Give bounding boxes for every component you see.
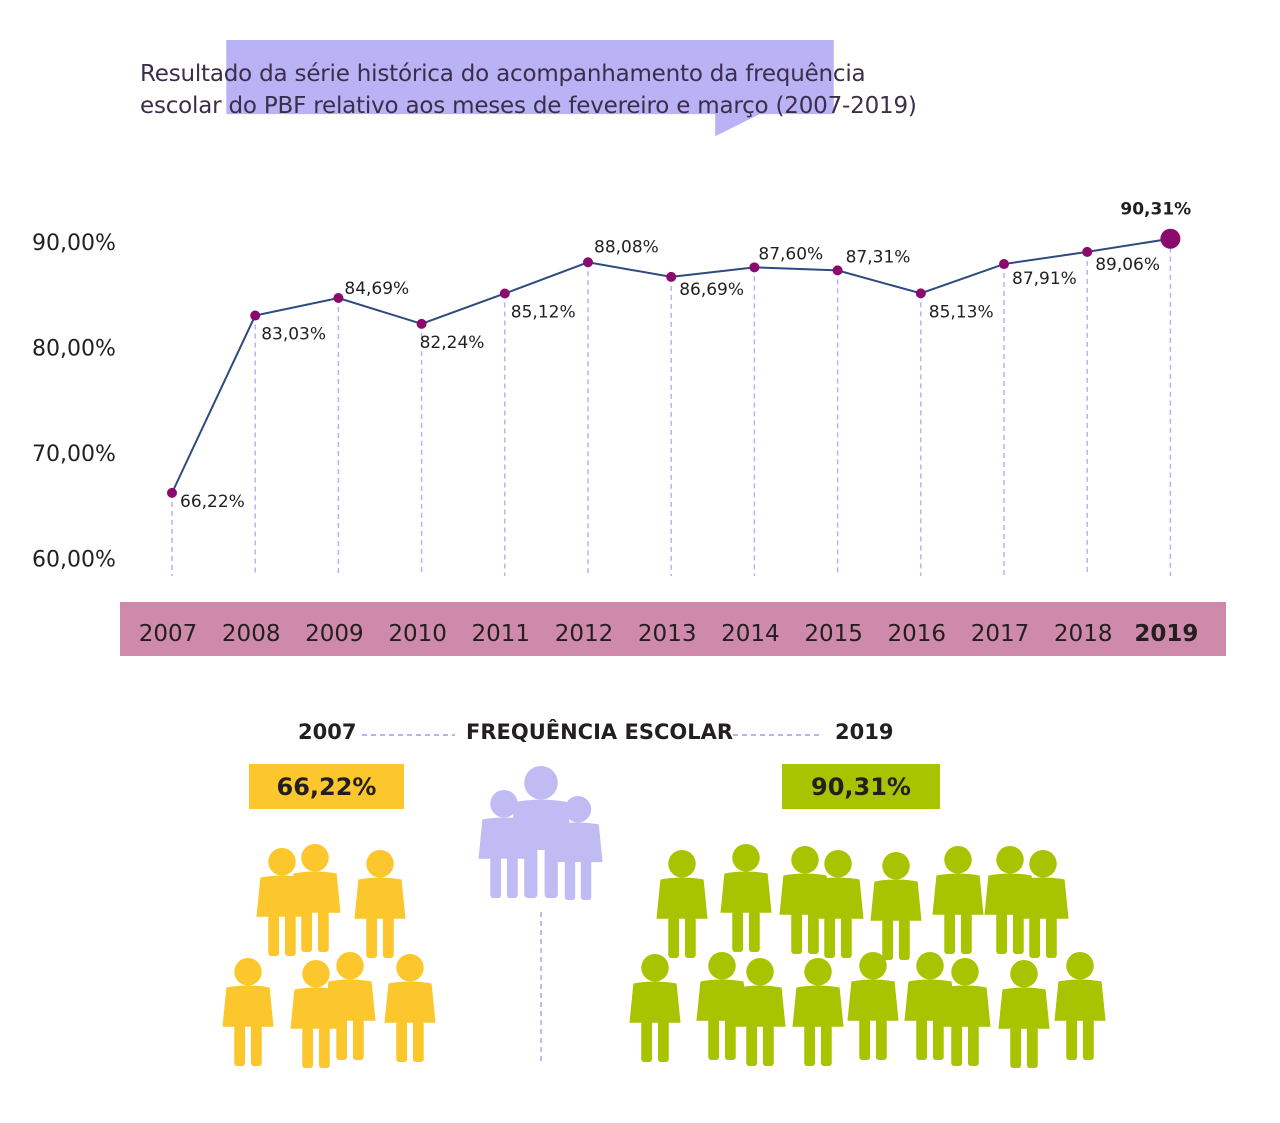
data-point-2019 bbox=[1160, 228, 1181, 249]
x-tick-label-2011: 2011 bbox=[472, 621, 531, 647]
person-icon-2007-2 bbox=[289, 844, 341, 952]
x-tick-label-2019: 2019 bbox=[1134, 621, 1198, 647]
chart-title: Resultado da série histórica do acompanh… bbox=[140, 61, 917, 119]
person-icon-2019-17 bbox=[1054, 952, 1106, 1060]
year-axis-bar bbox=[120, 602, 1226, 656]
label-frequencia-escolar: FREQUÊNCIA ESCOLAR bbox=[466, 720, 734, 744]
person-icon-2019-2 bbox=[720, 844, 772, 952]
person-icon-2019-1 bbox=[656, 850, 708, 958]
value-badge-2007: 66,22% bbox=[249, 764, 404, 809]
data-label-2019: 90,31% bbox=[1120, 200, 1191, 220]
data-label-2016: 85,13% bbox=[929, 302, 994, 322]
person-icon-2007-3 bbox=[354, 850, 406, 958]
line-chart: 90,00% 80,00% 70,00% 60,00% 66,22% 83,03% 84,6… bbox=[32, 200, 1191, 576]
label-2019: 2019 bbox=[835, 720, 894, 744]
person-icon-family-3 bbox=[553, 796, 603, 900]
person-icon-2019-8 bbox=[1017, 850, 1069, 958]
x-tick-label-2017: 2017 bbox=[971, 621, 1030, 647]
x-tick-label-2014: 2014 bbox=[721, 621, 780, 647]
x-tick-label-2018: 2018 bbox=[1054, 621, 1113, 647]
title-bubble bbox=[226, 40, 834, 137]
data-point-2017 bbox=[999, 259, 1009, 270]
x-tick-label-2009: 2009 bbox=[305, 621, 364, 647]
data-point-2007 bbox=[167, 487, 177, 498]
data-point-2008 bbox=[250, 310, 261, 321]
data-label-2018: 89,06% bbox=[1095, 255, 1160, 275]
person-icon-2019-6 bbox=[932, 846, 984, 954]
person-icon-2019-13 bbox=[847, 952, 899, 1060]
person-icon-2019-5 bbox=[870, 852, 922, 960]
year-axis-labels: 2007 2008 2009 2010 2011 2012 2013 2014 2015 2016… bbox=[139, 621, 1199, 647]
y-tick-label: 70,00% bbox=[32, 442, 116, 467]
y-tick-label: 80,00% bbox=[32, 337, 116, 362]
data-label-2012: 88,08% bbox=[594, 237, 659, 257]
data-label-2015: 87,31% bbox=[846, 247, 911, 267]
person-icon-2007-4 bbox=[222, 958, 274, 1066]
person-icon-2019-9 bbox=[629, 954, 681, 1062]
data-point-2011 bbox=[499, 288, 510, 299]
x-tick-label-2010: 2010 bbox=[388, 621, 447, 647]
data-point-2018 bbox=[1082, 246, 1093, 257]
data-label-2008: 83,03% bbox=[261, 325, 326, 345]
person-icon-2019-15 bbox=[939, 958, 991, 1066]
x-tick-label-2007: 2007 bbox=[139, 621, 198, 647]
data-point-2016 bbox=[915, 288, 926, 299]
value-badge-2019: 90,31% bbox=[782, 764, 940, 809]
data-point-2012 bbox=[583, 257, 593, 268]
person-icon-2007-7 bbox=[384, 954, 436, 1062]
data-point-2009 bbox=[333, 293, 344, 304]
data-point-2015 bbox=[832, 265, 843, 276]
person-icon-2019-14 bbox=[904, 952, 956, 1060]
data-point-2014 bbox=[749, 262, 760, 273]
x-tick-label-2012: 2012 bbox=[555, 621, 614, 647]
person-icon-2019-16 bbox=[998, 960, 1050, 1068]
data-point-2010 bbox=[416, 318, 427, 329]
data-label-2009: 84,69% bbox=[344, 279, 409, 299]
person-icon-2019-4 bbox=[812, 850, 864, 958]
x-tick-label-2016: 2016 bbox=[888, 621, 947, 647]
person-icon-2007-6 bbox=[324, 952, 376, 1060]
label-2007: 2007 bbox=[298, 720, 357, 744]
person-icon-2019-11 bbox=[734, 958, 786, 1066]
y-tick-label: 90,00% bbox=[32, 231, 116, 256]
data-point-2013 bbox=[666, 271, 677, 282]
x-tick-label-2013: 2013 bbox=[638, 621, 697, 647]
data-label-2017: 87,91% bbox=[1012, 269, 1077, 289]
data-label-2013: 86,69% bbox=[679, 280, 744, 300]
dashed-connector bbox=[362, 734, 822, 736]
data-label-2007: 66,22% bbox=[180, 492, 245, 512]
person-icon-2019-12 bbox=[792, 958, 844, 1066]
data-label-2014: 87,60% bbox=[758, 244, 823, 264]
y-tick-label: 60,00% bbox=[32, 548, 116, 573]
x-tick-label-2008: 2008 bbox=[222, 621, 281, 647]
x-tick-label-2015: 2015 bbox=[804, 621, 863, 647]
data-label-2011: 85,12% bbox=[511, 302, 576, 322]
data-label-2010: 82,24% bbox=[420, 333, 485, 353]
person-icon-2019-10 bbox=[696, 952, 748, 1060]
